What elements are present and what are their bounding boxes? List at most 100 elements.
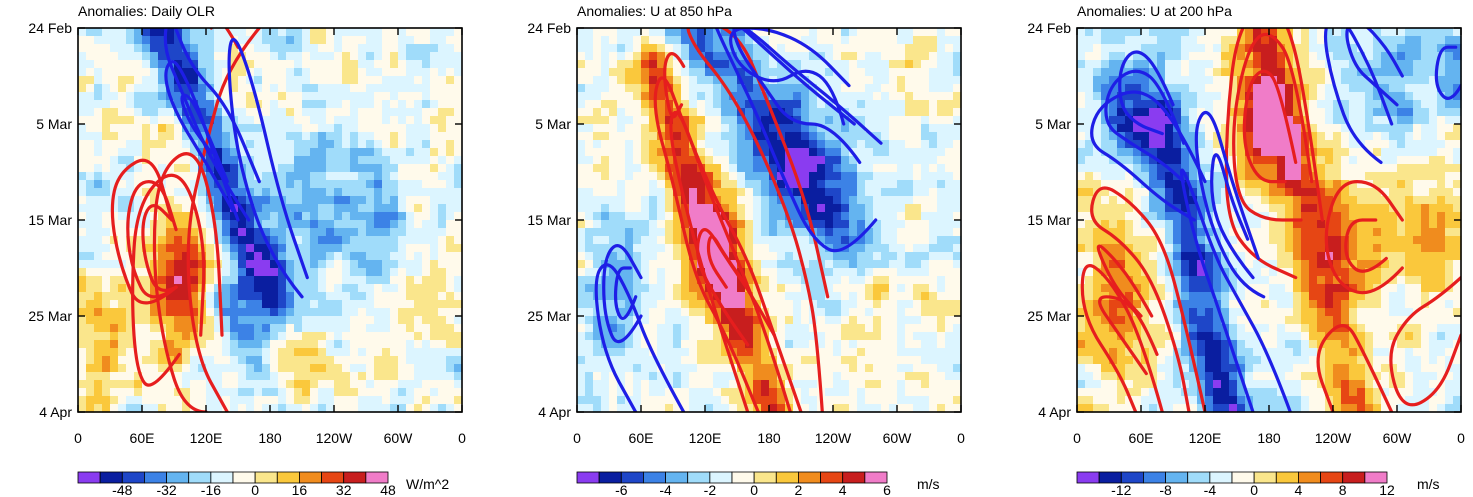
shading-cell xyxy=(374,348,383,357)
shading-cell xyxy=(601,156,610,165)
shading-cell xyxy=(881,204,890,213)
shading-cell xyxy=(577,372,586,381)
panel-u850-colorbar-units: m/s xyxy=(917,476,940,492)
shading-cell xyxy=(374,268,383,277)
shading-cell xyxy=(673,348,682,357)
shading-cell xyxy=(222,316,231,325)
shading-cell xyxy=(254,204,263,213)
shading-cell xyxy=(326,100,335,109)
shading-cell xyxy=(142,116,151,125)
shading-cell xyxy=(358,220,367,229)
shading-cell xyxy=(745,76,754,85)
shading-cell xyxy=(382,84,391,93)
shading-cell xyxy=(905,276,914,285)
shading-cell xyxy=(689,244,698,253)
shading-cell xyxy=(374,228,383,237)
shading-cell xyxy=(849,340,858,349)
shading-cell xyxy=(142,348,151,357)
shading-cell xyxy=(238,316,247,325)
shading-cell xyxy=(937,124,946,133)
shading-cell xyxy=(913,100,922,109)
shading-cell xyxy=(166,396,175,405)
shading-cell xyxy=(1133,28,1142,37)
shading-cell xyxy=(358,292,367,301)
shading-cell xyxy=(945,300,954,309)
shading-cell xyxy=(865,68,874,77)
shading-cell xyxy=(334,188,343,197)
shading-cell xyxy=(246,92,255,101)
shading-cell xyxy=(833,380,842,389)
shading-cell xyxy=(326,276,335,285)
shading-cell xyxy=(150,76,159,85)
shading-cell xyxy=(422,68,431,77)
shading-cell xyxy=(937,36,946,45)
shading-cell xyxy=(673,140,682,149)
shading-cell xyxy=(681,60,690,69)
shading-cell xyxy=(94,236,103,245)
shading-cell xyxy=(689,300,698,309)
shading-cell xyxy=(414,252,423,261)
shading-cell xyxy=(406,332,415,341)
shading-cell xyxy=(1341,44,1350,53)
shading-cell xyxy=(737,396,746,405)
shading-cell xyxy=(134,28,143,37)
shading-cell xyxy=(913,228,922,237)
shading-cell xyxy=(262,164,271,173)
shading-cell xyxy=(262,68,271,77)
shading-cell xyxy=(921,156,930,165)
shading-cell xyxy=(753,260,762,269)
shading-cell xyxy=(721,92,730,101)
shading-cell xyxy=(414,268,423,277)
shading-cell xyxy=(913,52,922,61)
shading-cell xyxy=(230,308,239,317)
shading-cell xyxy=(398,228,407,237)
shading-cell xyxy=(833,36,842,45)
shading-cell xyxy=(422,156,431,165)
shading-cell xyxy=(945,340,954,349)
shading-cell xyxy=(585,132,594,141)
shading-cell xyxy=(230,276,239,285)
shading-cell xyxy=(905,356,914,365)
shading-cell xyxy=(873,388,882,397)
shading-cell xyxy=(454,388,463,397)
shading-cell xyxy=(214,236,223,245)
shading-cell xyxy=(334,36,343,45)
shading-cell xyxy=(777,204,786,213)
shading-cell xyxy=(430,236,439,245)
shading-cell xyxy=(198,140,207,149)
shading-cell xyxy=(681,212,690,221)
shading-cell xyxy=(673,228,682,237)
shading-cell xyxy=(1397,44,1406,53)
shading-cell xyxy=(278,308,287,317)
shading-cell xyxy=(326,108,335,117)
shading-cell xyxy=(681,132,690,141)
shading-cell xyxy=(921,276,930,285)
shading-cell xyxy=(294,292,303,301)
shading-cell xyxy=(406,68,415,77)
shading-cell xyxy=(857,204,866,213)
shading-cell xyxy=(118,220,127,229)
shading-cell xyxy=(142,236,151,245)
shading-cell xyxy=(454,76,463,85)
shading-cell xyxy=(86,124,95,133)
shading-cell xyxy=(1389,52,1398,61)
shading-cell xyxy=(286,84,295,93)
shading-cell xyxy=(206,324,215,333)
shading-cell xyxy=(641,356,650,365)
shading-cell xyxy=(222,140,231,149)
shading-cell xyxy=(577,76,586,85)
shading-cell xyxy=(198,60,207,69)
shading-cell xyxy=(681,316,690,325)
shading-cell xyxy=(262,244,271,253)
shading-cell xyxy=(342,108,351,117)
shading-cell xyxy=(697,244,706,253)
shading-cell xyxy=(593,364,602,373)
shading-cell xyxy=(286,180,295,189)
shading-cell xyxy=(929,316,938,325)
shading-cell xyxy=(182,196,191,205)
shading-cell xyxy=(302,316,311,325)
shading-cell xyxy=(753,372,762,381)
shading-cell xyxy=(729,188,738,197)
shading-cell xyxy=(110,292,119,301)
shading-cell xyxy=(953,76,962,85)
